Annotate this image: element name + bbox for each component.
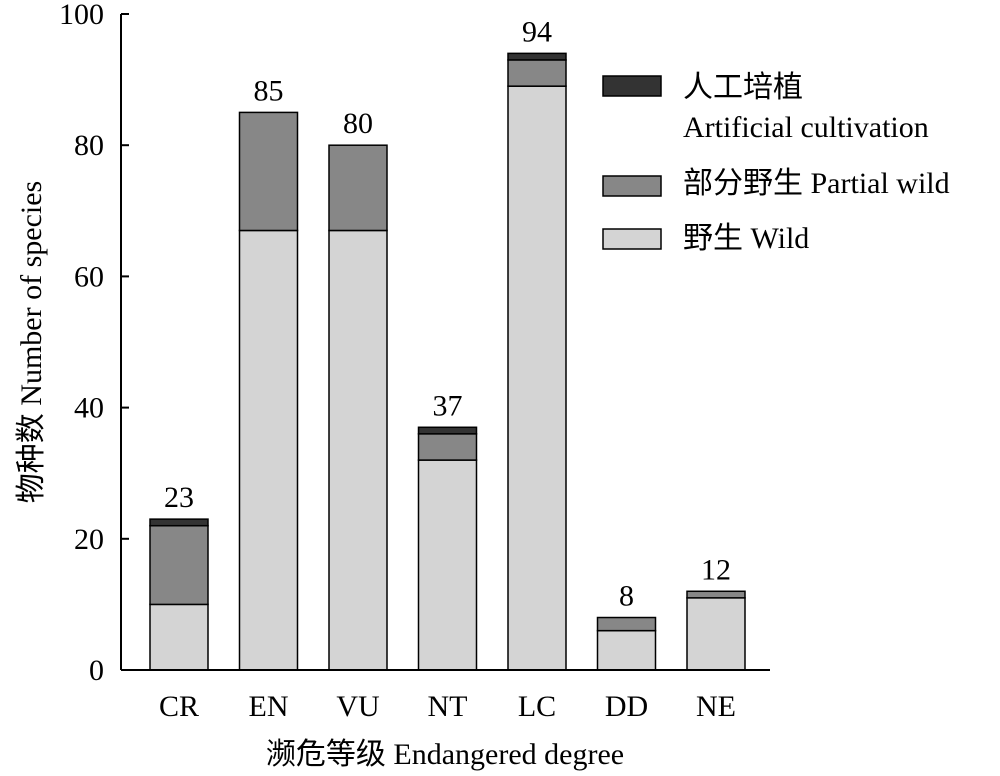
data-labels: 23 85 80 37 94 8 12	[164, 15, 731, 612]
bar-segment-en-series-1	[238, 111, 299, 232]
bar-segment-vu-series-1	[328, 144, 388, 232]
bar-segment-ne-series-1	[686, 590, 746, 599]
y-tick-label-60: 60	[74, 260, 104, 293]
y-tick-label-100: 100	[59, 0, 104, 31]
total-label-lc: 94	[522, 15, 552, 48]
total-label-nt: 37	[433, 389, 463, 422]
axes-layer	[120, 14, 770, 671]
bar-segment-ne-series-0	[686, 597, 746, 671]
y-tick-label-0: 0	[89, 654, 104, 687]
x-tick-label-en: EN	[249, 690, 289, 723]
bar-segment-en-series-0	[238, 229, 299, 671]
bar-segment-vu-series-0	[328, 229, 388, 671]
total-label-cr: 23	[164, 481, 194, 514]
x-tick-label-vu: VU	[336, 690, 380, 723]
total-label-en: 85	[254, 74, 284, 107]
y-tick-label-20: 20	[74, 523, 104, 556]
legend-swatch-1	[602, 175, 662, 197]
x-tick-label-nt: NT	[428, 690, 468, 723]
bar-segment-nt-series-1	[417, 433, 478, 461]
bar-segment-lc-series-1	[507, 59, 567, 87]
legend-swatch-0	[602, 75, 662, 97]
legend-swatch-2	[602, 228, 662, 250]
y-tick-label-40: 40	[74, 392, 104, 425]
bars-layer	[149, 52, 746, 671]
bar-segment-nt-series-0	[417, 459, 478, 671]
x-tick-label-dd: DD	[605, 690, 648, 723]
bar-segment-dd-series-1	[596, 616, 657, 632]
legend-label-0-0: 人工培植	[683, 71, 803, 104]
bar-segment-dd-series-0	[596, 629, 657, 671]
legend-label-1-0: 部分野生 Partial wild	[683, 167, 950, 200]
bar-segment-lc-series-2	[507, 52, 567, 61]
total-label-ne: 12	[701, 553, 731, 586]
x-tick-label-lc: LC	[518, 690, 556, 723]
x-ticks: CR EN VU NT LC DD NE	[159, 690, 736, 723]
legend-label-2-0: 野生 Wild	[683, 222, 809, 255]
bar-segment-cr-series-1	[149, 524, 209, 606]
total-label-vu: 80	[343, 107, 373, 140]
x-tick-label-ne: NE	[696, 690, 736, 723]
bar-segment-cr-series-2	[149, 518, 209, 527]
total-label-dd: 8	[619, 580, 634, 613]
bar-segment-nt-series-2	[417, 426, 478, 435]
y-tick-label-80: 80	[74, 129, 104, 162]
x-tick-label-cr: CR	[159, 690, 199, 723]
x-axis-title: 濒危等级 Endangered degree	[266, 738, 624, 771]
y-ticks: 0 20 40 60 80 100	[59, 0, 129, 687]
legend-label-0-1: Artificial cultivation	[683, 111, 929, 144]
bar-segment-cr-series-0	[149, 603, 209, 671]
bar-segment-lc-series-0	[507, 85, 567, 671]
y-axis-title: 物种数 Number of species	[15, 181, 48, 503]
legend: 人工培植 Artificial cultivation 部分野生 Partial w…	[602, 71, 950, 255]
